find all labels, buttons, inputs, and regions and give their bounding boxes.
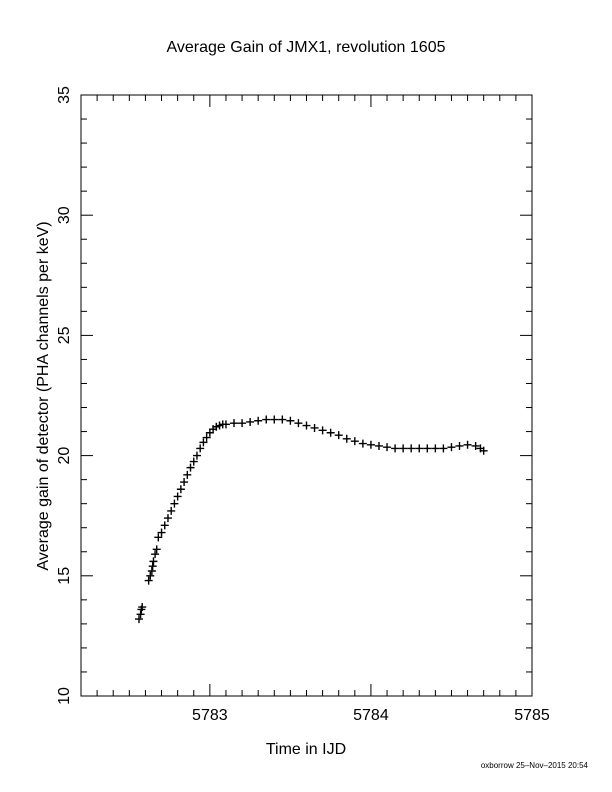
data-point bbox=[270, 415, 279, 424]
data-point bbox=[186, 463, 195, 472]
data-point bbox=[439, 444, 448, 453]
data-point bbox=[196, 444, 205, 453]
data-point bbox=[157, 528, 166, 537]
data-point bbox=[342, 434, 351, 443]
data-point bbox=[134, 615, 143, 624]
data-point bbox=[199, 438, 208, 447]
footer-stamp: oxborrow 25–Nov–2015 20:54 bbox=[481, 761, 589, 770]
data-point bbox=[192, 451, 201, 460]
data-point bbox=[146, 571, 155, 580]
data-point bbox=[152, 545, 161, 554]
data-point bbox=[358, 439, 367, 448]
data-point bbox=[138, 603, 147, 612]
y-tick-label: 25 bbox=[56, 326, 73, 344]
y-axis-label: Average gain of detector (PHA channels p… bbox=[35, 221, 52, 570]
data-point bbox=[170, 499, 179, 508]
data-point bbox=[230, 419, 239, 428]
axis-ticks bbox=[80, 94, 533, 697]
data-point bbox=[463, 440, 472, 449]
data-point bbox=[471, 441, 480, 450]
data-point bbox=[310, 423, 319, 432]
data-point bbox=[221, 420, 230, 429]
data-point bbox=[286, 416, 295, 425]
x-tick-label: 5784 bbox=[353, 707, 389, 724]
data-point bbox=[302, 421, 311, 430]
data-point bbox=[149, 557, 158, 566]
data-point bbox=[455, 441, 464, 450]
data-point bbox=[147, 566, 156, 575]
data-point bbox=[262, 415, 271, 424]
data-point bbox=[176, 485, 185, 494]
data-point bbox=[238, 419, 247, 428]
data-point bbox=[189, 457, 198, 466]
data-point bbox=[383, 443, 392, 452]
plot-frame bbox=[80, 94, 533, 697]
y-tick-label: 10 bbox=[56, 687, 73, 705]
data-point bbox=[148, 562, 157, 571]
data-point bbox=[415, 444, 424, 453]
data-point bbox=[136, 610, 145, 619]
data-point bbox=[183, 470, 192, 479]
data-point bbox=[254, 416, 263, 425]
data-point bbox=[202, 433, 211, 442]
data-point bbox=[334, 431, 343, 440]
chart-title: Average Gain of JMX1, revolution 1605 bbox=[167, 39, 446, 56]
data-point bbox=[180, 478, 189, 487]
y-tick-label: 20 bbox=[56, 447, 73, 465]
data-point bbox=[399, 444, 408, 453]
data-point bbox=[144, 576, 153, 585]
y-tick-label: 30 bbox=[56, 206, 73, 224]
data-point bbox=[278, 415, 287, 424]
data-point bbox=[151, 550, 160, 559]
x-axis-label: Time in IJD bbox=[266, 741, 346, 758]
data-points bbox=[134, 415, 488, 624]
data-point bbox=[246, 417, 255, 426]
data-point bbox=[391, 444, 400, 453]
data-point bbox=[326, 428, 335, 437]
data-point bbox=[479, 446, 488, 455]
data-point bbox=[431, 444, 440, 453]
x-tick-label: 5783 bbox=[192, 707, 228, 724]
y-tick-label: 35 bbox=[56, 86, 73, 104]
y-tick-label: 15 bbox=[56, 567, 73, 585]
data-point bbox=[160, 521, 169, 530]
data-point bbox=[163, 514, 172, 523]
data-point bbox=[374, 441, 383, 450]
data-point bbox=[350, 437, 359, 446]
data-point bbox=[154, 533, 163, 542]
data-point bbox=[407, 444, 416, 453]
data-point bbox=[294, 419, 303, 428]
tick-labels: 5783 5784 5785 10 15 20 25 30 35 bbox=[56, 86, 550, 724]
x-tick-label: 5785 bbox=[514, 707, 550, 724]
data-point bbox=[447, 443, 456, 452]
data-point bbox=[173, 492, 182, 501]
data-point bbox=[423, 444, 432, 453]
data-point bbox=[366, 440, 375, 449]
data-point bbox=[167, 506, 176, 515]
data-point bbox=[318, 426, 327, 435]
